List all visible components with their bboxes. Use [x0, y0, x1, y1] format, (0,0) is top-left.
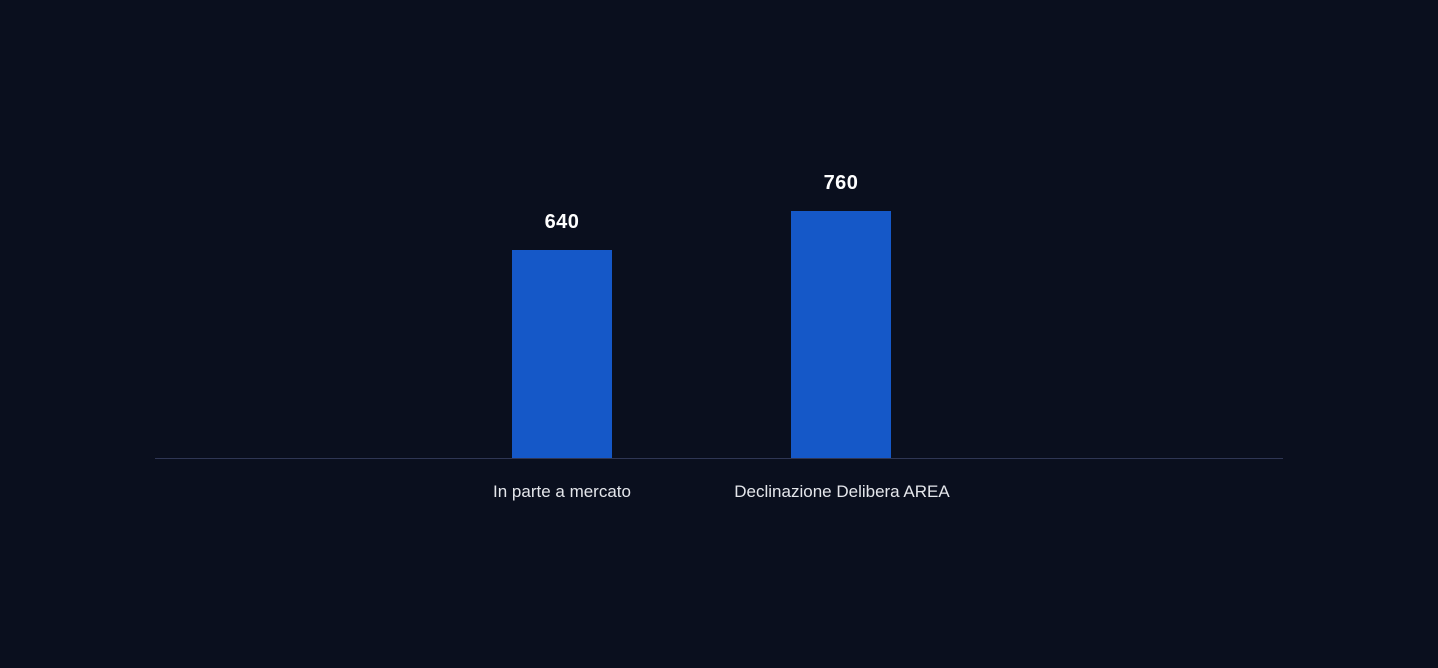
category-label-declinazione-delibera-area: Declinazione Delibera AREA	[734, 482, 950, 501]
bar-value-label: 640	[544, 211, 580, 233]
bar-group-in-parte-a-mercato: 640	[512, 212, 612, 458]
bar-declinazione-delibera-area[interactable]	[791, 211, 891, 458]
x-axis-line	[155, 458, 1283, 459]
category-label-in-parte-a-mercato: In parte a mercato	[493, 482, 631, 501]
bar-value-label: 760	[823, 172, 859, 194]
bar-in-parte-a-mercato[interactable]	[512, 250, 612, 458]
bar-group-declinazione-delibera-area: 760	[791, 173, 891, 458]
